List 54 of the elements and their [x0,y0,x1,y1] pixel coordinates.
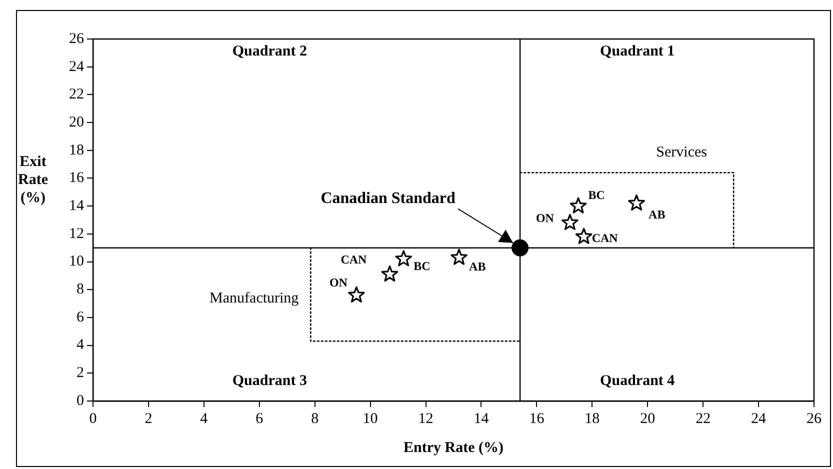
x-tick-label: 10 [362,410,378,427]
y-tick-label: 18 [69,142,84,158]
annotation: Quadrant 1 [600,44,675,60]
point [562,214,578,230]
x-tick-label: 4 [200,410,208,427]
x-tick-label: 8 [311,410,319,427]
y-tick-label: 6 [76,309,84,326]
x-tick-label: 12 [418,410,434,427]
x-tick-label: 14 [474,410,490,427]
y-tick-label: 2 [76,365,84,382]
point [512,239,529,256]
y-tick-label: 22 [69,86,84,103]
point [395,250,412,266]
y-tick-label: 14 [69,198,84,214]
x-tick-label: 18 [584,410,600,427]
annotation: Quadrant 3 [232,372,307,389]
point [575,228,592,244]
series-label: AB [648,207,666,222]
series-label: Manufacturing [210,290,300,306]
y-tick-label: 4 [76,337,84,354]
y-tick-label: 8 [76,282,84,298]
point [450,248,468,265]
series-label: AB [469,260,486,274]
x-tick-label: 6 [256,410,264,427]
y-tick-label: 0 [76,392,84,409]
x-tick-label: 20 [640,410,656,427]
series-label: Services [656,144,708,161]
point [570,197,587,214]
x-tick-label: 0 [89,410,97,427]
point [381,266,398,282]
point [628,194,645,211]
series-label: ON [536,210,554,225]
annotation: Quadrant 4 [600,372,676,389]
series-label: CAN [592,230,618,245]
point [348,286,365,302]
y-tick-label: 10 [69,254,84,270]
text: Canadian Standard [320,190,456,207]
series-label: CAN [340,252,368,266]
x-tick-label: 2 [144,410,152,427]
y-tick-label: 16 [69,170,84,186]
series-label: BC [414,259,430,274]
y-tick-label: 20 [69,114,84,130]
x-tick-label: 22 [696,410,711,427]
y-tick-label: 26 [69,30,84,47]
y-tick-label: 24 [69,58,84,75]
series-label: ON [329,275,348,290]
x-tick-label: 16 [529,410,545,427]
y-axis-title: Exit Rate (%) [18,154,48,206]
series-label: BC [588,188,605,202]
x-tick-label: 26 [806,410,822,427]
x-tick-label: 24 [751,410,767,427]
x-axis-title: Entry Rate (%) [404,440,504,456]
y-tick-label: 12 [69,226,84,242]
annotation: Quadrant 2 [232,44,307,60]
